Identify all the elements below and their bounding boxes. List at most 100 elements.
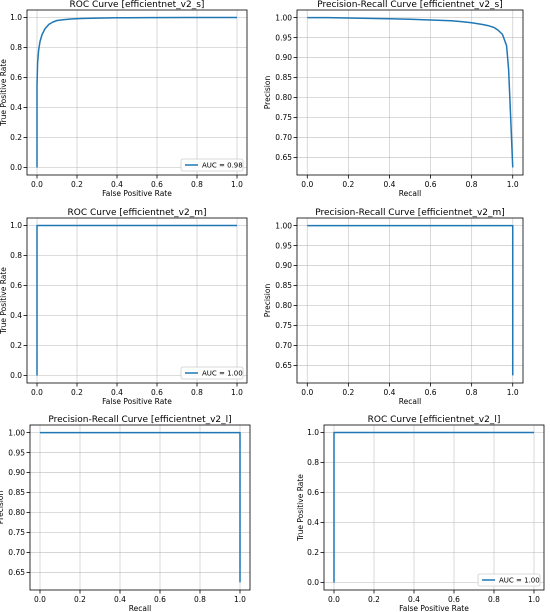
y-tick-label: 0.0: [307, 578, 319, 587]
series-line-1: [36, 16, 237, 168]
chart-panel-3: 0.0 0.2 0.4 0.6 0.8 1.0 0.0 0.2 0.4 0.6 0.8 1.0 ROC …: [0, 208, 248, 406]
legend: AUC = 1.00: [180, 366, 244, 380]
legend: AUC = 1.00: [477, 573, 541, 587]
y-tick-label: 0.85: [8, 488, 25, 497]
x-tick-label: 0.6: [448, 595, 460, 604]
series-line-1: [307, 224, 514, 376]
y-tick-label: 1.0: [10, 221, 22, 230]
x-tick-label: 0.6: [151, 388, 163, 397]
legend-box: [180, 366, 244, 380]
x-tick-label: 0.2: [342, 388, 354, 397]
legend-box: [180, 158, 244, 172]
x-tick-label: 0.8: [191, 180, 203, 189]
axes-frame: [296, 9, 524, 176]
chart-title: Precision-Recall Curve [efficientnet_v2_…: [48, 415, 231, 425]
y-tick-label: 0.85: [275, 73, 292, 82]
y-tick-label: 1.00: [8, 428, 25, 437]
x-tick-label: 1.0: [507, 388, 519, 397]
chart-panel-2: 0.0 0.2 0.4 0.6 0.8 1.0 0.65 0.70 0.75 0.80 0.85 0.…: [263, 0, 524, 198]
y-tick-label: 0.95: [8, 448, 25, 457]
y-tick-label: 1.0: [10, 13, 22, 22]
legend-label: AUC = 0.98: [202, 162, 243, 170]
chart-panel-6: 0.0 0.2 0.4 0.6 0.8 1.0 0.0 0.2 0.4 0.6 0.8 1.0 ROC …: [296, 415, 545, 612]
x-axis-label: Recall: [399, 189, 421, 198]
x-tick-label: 0.6: [425, 180, 437, 189]
y-tick-label: 0.80: [8, 508, 25, 517]
series-line-1: [307, 16, 514, 168]
y-tick-label: 0.8: [10, 251, 22, 260]
plot-area: [30, 425, 250, 590]
x-tick-label: 1.0: [507, 180, 519, 189]
chart-title: ROC Curve [efficientnet_v2_s]: [70, 0, 205, 10]
y-tick-label: 0.4: [10, 311, 22, 320]
y-tick-label: 0.90: [275, 53, 292, 62]
y-tick-label: 0.2: [10, 133, 22, 142]
axes-frame: [26, 9, 248, 176]
x-tick-label: 0.2: [368, 595, 380, 604]
x-tick-label: 0.0: [328, 595, 340, 604]
x-axis-label: False Positive Rate: [399, 604, 469, 612]
x-tick-label: 0.2: [71, 180, 83, 189]
y-tick-label: 0.70: [8, 548, 25, 557]
legend-label: AUC = 1.00: [499, 577, 540, 585]
plot-area: [27, 10, 247, 175]
x-tick-label: 0.4: [408, 595, 420, 604]
x-tick-label: 0.4: [111, 388, 123, 397]
x-tick-label: 0.0: [31, 180, 43, 189]
y-tick-label: 0.70: [275, 133, 292, 142]
y-tick-label: 0.0: [10, 371, 22, 380]
y-tick-label: 0.75: [275, 113, 292, 122]
chart-panel-4: 0.0 0.2 0.4 0.6 0.8 1.0 0.65 0.70 0.75 0.80 0.85 0.…: [263, 208, 524, 406]
y-tick-label: 0.95: [275, 241, 292, 250]
plot-area: [324, 425, 544, 590]
x-tick-label: 0.8: [488, 595, 500, 604]
x-tick-label: 1.0: [231, 388, 243, 397]
y-tick-label: 0.6: [10, 281, 22, 290]
y-tick-label: 0.80: [275, 301, 292, 310]
x-tick-label: 0.2: [74, 595, 86, 604]
x-axis-label: False Positive Rate: [102, 189, 172, 198]
x-tick-label: 0.0: [301, 180, 313, 189]
x-tick-label: 0.0: [31, 388, 43, 397]
y-tick-label: 0.90: [275, 261, 292, 270]
y-tick-label: 1.00: [275, 13, 292, 22]
y-tick-label: 1.0: [307, 428, 319, 437]
x-tick-label: 0.6: [154, 595, 166, 604]
chart-title: ROC Curve [efficientnet_v2_m]: [68, 208, 207, 218]
y-tick-label: 0.65: [275, 153, 292, 162]
y-axis-label: Precision: [263, 284, 272, 318]
x-tick-label: 1.0: [231, 180, 243, 189]
y-tick-label: 0.65: [8, 568, 25, 577]
y-tick-label: 1.00: [275, 221, 292, 230]
plot-area: [27, 218, 247, 383]
y-axis-label: True Positive Rate: [296, 474, 305, 542]
y-tick-label: 0.95: [275, 33, 292, 42]
x-tick-label: 0.2: [342, 180, 354, 189]
series-line-1: [36, 224, 237, 376]
y-tick-label: 0.8: [10, 43, 22, 52]
y-tick-label: 0.4: [307, 518, 319, 527]
legend-label: AUC = 1.00: [202, 370, 243, 378]
x-tick-label: 0.2: [71, 388, 83, 397]
legend-box: [477, 573, 541, 587]
y-tick-label: 0.4: [10, 103, 22, 112]
x-tick-label: 1.0: [234, 595, 246, 604]
y-axis-label: True Positive Rate: [0, 267, 8, 335]
plot-area: [297, 218, 523, 383]
x-tick-label: 0.6: [151, 180, 163, 189]
axes-frame: [296, 217, 524, 384]
chart-panel-1: 0.0 0.2 0.4 0.6 0.8 1.0 0.0 0.2 0.4 0.6 0.8 1.0 ROC …: [0, 0, 248, 198]
y-tick-label: 0.75: [275, 321, 292, 330]
y-tick-label: 0.6: [10, 73, 22, 82]
legend: AUC = 0.98: [180, 158, 244, 172]
x-tick-label: 0.4: [383, 388, 395, 397]
x-tick-label: 0.8: [466, 180, 478, 189]
y-axis-label: Precision: [263, 76, 272, 110]
series-line-1: [333, 431, 534, 583]
chart-title: Precision-Recall Curve [efficientnet_v2_…: [315, 208, 505, 218]
y-tick-label: 0.90: [8, 468, 25, 477]
x-tick-label: 0.4: [383, 180, 395, 189]
x-tick-label: 1.0: [528, 595, 540, 604]
x-tick-label: 0.8: [191, 388, 203, 397]
